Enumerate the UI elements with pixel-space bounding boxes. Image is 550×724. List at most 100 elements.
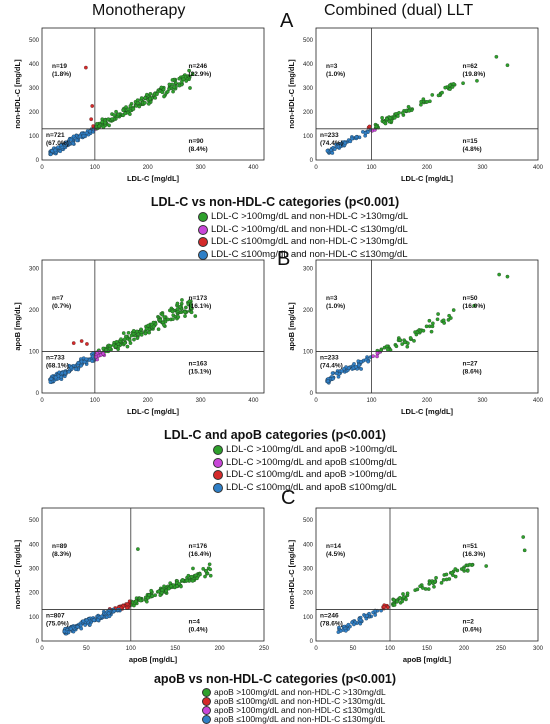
data-point: [160, 312, 165, 317]
y-tick-label: 400: [303, 542, 314, 548]
data-point: [392, 115, 397, 120]
data-point: [53, 148, 58, 153]
quadrant-percent-top-left: (1.0%): [326, 71, 345, 78]
data-point: [67, 363, 71, 368]
quadrant-percent-bottom-left: (74.4%): [320, 140, 343, 147]
quadrant-percent-bottom-left: (67.0%): [46, 140, 69, 147]
data-point: [171, 317, 175, 321]
data-point: [180, 298, 184, 302]
data-point: [179, 584, 183, 589]
y-tick-label: 500: [29, 518, 40, 524]
y-axis-label: apoB [mg/dL]: [287, 302, 296, 351]
data-point: [76, 361, 81, 365]
data-point: [336, 630, 341, 634]
x-axis-label: apoB [mg/dL]: [129, 655, 178, 664]
data-point: [119, 337, 123, 341]
x-tick-label: 300: [477, 398, 488, 404]
data-point: [170, 78, 175, 82]
data-point: [190, 72, 195, 76]
y-tick-label: 0: [36, 158, 40, 164]
data-point: [401, 595, 406, 600]
data-point: [99, 614, 104, 619]
data-point: [135, 329, 139, 334]
data-point: [419, 102, 423, 107]
data-point: [101, 351, 106, 356]
data-point: [484, 564, 489, 568]
legend-item: LDL-C >100mg/dL and non-HDL-C ≤130mg/dL: [198, 224, 408, 237]
legend-swatch: [198, 249, 208, 260]
data-point: [521, 535, 526, 539]
x-tick-label: 300: [196, 398, 207, 404]
data-point: [366, 359, 370, 364]
data-point: [79, 623, 83, 628]
legend-swatch: [213, 470, 223, 481]
data-point: [201, 567, 206, 571]
data-point: [160, 588, 165, 592]
data-point: [451, 82, 456, 86]
legend-item: apoB ≤100mg/dL and non-HDL-C ≤130mg/dL: [202, 715, 386, 724]
data-point: [184, 305, 188, 310]
legend-label: LDL-C ≤100mg/dL and non-HDL-C >130mg/dL: [211, 236, 408, 247]
data-point: [346, 622, 351, 627]
x-tick-label: 300: [477, 165, 488, 171]
data-point: [421, 97, 426, 102]
data-point: [461, 81, 465, 86]
quadrant-percent-bottom-right: (15.1%): [189, 368, 212, 375]
legend-label: LDL-C ≤100mg/dL and apoB ≤100mg/dL: [226, 481, 397, 493]
data-point: [155, 92, 159, 97]
quadrant-percent-top-right: (16.0%): [463, 303, 486, 310]
x-axis-label: LDL-C [mg/dL]: [401, 174, 454, 183]
plot-frame: [41, 27, 265, 161]
data-point: [354, 364, 358, 369]
legend-apob-nonhdl: apoB >100mg/dL and non-HDL-C >130mg/dL ap…: [202, 688, 386, 724]
x-tick-label: 250: [496, 646, 507, 652]
data-point: [172, 85, 177, 89]
x-tick-label: 400: [533, 165, 544, 171]
data-point: [97, 124, 101, 129]
data-point: [78, 134, 82, 139]
quadrant-percent-bottom-left: (75.0%): [46, 621, 69, 628]
y-tick-label: 0: [36, 391, 40, 397]
x-tick-label: 250: [259, 646, 270, 652]
y-tick-label: 0: [36, 639, 40, 645]
data-point: [424, 324, 429, 329]
quadrant-percent-bottom-left: (74.4%): [320, 362, 343, 369]
data-point: [348, 139, 353, 144]
y-tick-label: 100: [29, 615, 40, 621]
quadrant-percent-bottom-right: (4.8%): [463, 146, 482, 153]
legend-item: LDL-C >100mg/dL and apoB >100mg/dL: [213, 444, 397, 457]
data-point: [331, 376, 335, 381]
data-point: [182, 310, 187, 314]
data-point: [164, 588, 169, 593]
quadrant-count-bottom-left: n=807: [46, 613, 65, 620]
data-point: [204, 569, 209, 573]
legend-item: LDL-C >100mg/dL and non-HDL-C >130mg/dL: [198, 211, 408, 224]
data-point: [128, 112, 132, 116]
data-point: [103, 120, 107, 125]
data-point: [434, 575, 438, 580]
data-point: [400, 342, 405, 346]
data-point: [408, 336, 413, 340]
data-point: [147, 330, 152, 335]
data-point: [89, 117, 93, 122]
data-point: [124, 105, 128, 109]
y-tick-label: 400: [303, 62, 314, 68]
data-point: [352, 362, 356, 366]
data-point: [147, 593, 151, 597]
x-axis-label: LDL-C [mg/dL]: [401, 407, 454, 416]
legend-swatch: [202, 706, 211, 715]
data-point: [450, 571, 455, 575]
data-point: [56, 145, 60, 150]
y-tick-label: 200: [303, 308, 314, 314]
data-point: [392, 603, 397, 607]
panel-letter-c: C: [281, 487, 296, 509]
data-point: [110, 117, 115, 121]
data-point: [67, 370, 71, 374]
data-point: [367, 124, 372, 129]
quadrant-count-top-right: n=173: [189, 295, 208, 302]
data-point: [195, 576, 199, 581]
plot-frame: [315, 507, 539, 642]
data-point: [79, 363, 83, 368]
data-points: [336, 535, 527, 634]
data-point: [325, 148, 330, 153]
